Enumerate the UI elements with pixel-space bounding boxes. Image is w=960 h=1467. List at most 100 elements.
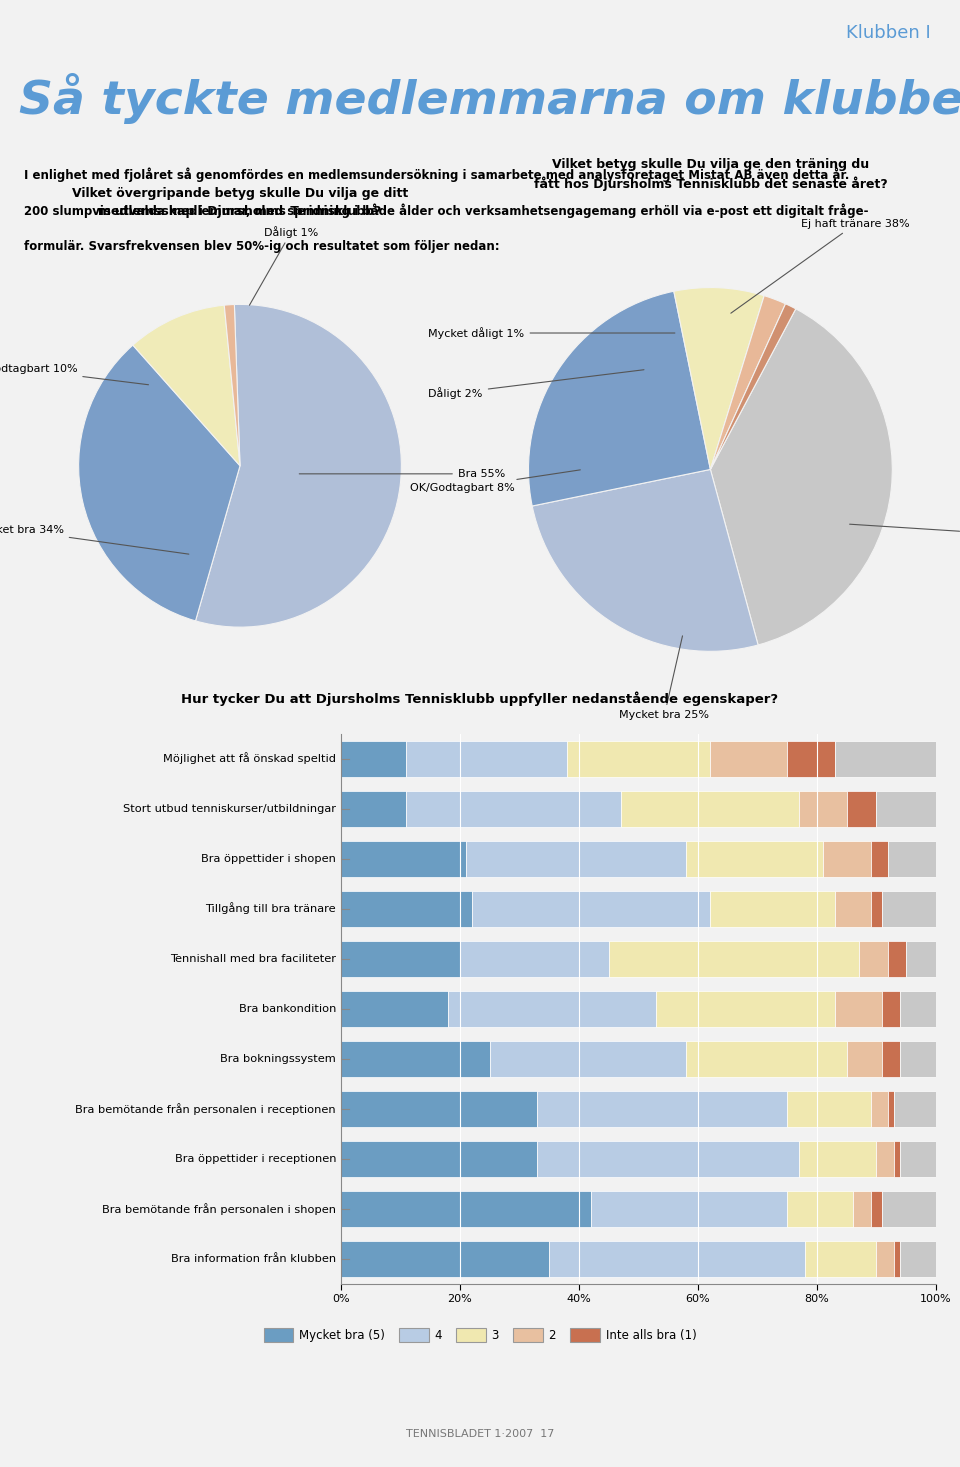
Bar [835,741,936,776]
Bar [406,741,567,776]
Bar [466,841,686,876]
Text: Dåligt 2%: Dåligt 2% [428,370,644,399]
Bar [876,791,936,826]
Bar [871,1090,888,1127]
Text: Bra 26%: Bra 26% [850,524,960,538]
Bar [341,841,466,876]
Bar [847,791,876,826]
Text: Klubben I: Klubben I [847,23,931,43]
Title: Vilket betyg skulle Du vilja ge den träning du
fått hos Djursholms Tennisklubb d: Vilket betyg skulle Du vilja ge den trän… [534,158,887,191]
Text: OK/Godtagbart 10%: OK/Godtagbart 10% [0,364,149,384]
Wedge shape [710,304,796,469]
Bar [590,1191,787,1226]
Text: Bra bokningssystem: Bra bokningssystem [220,1053,336,1064]
Bar [341,1040,490,1077]
Bar [895,1141,900,1177]
Bar [471,890,709,927]
Bar [876,1241,895,1276]
Bar [538,1141,799,1177]
Text: Möjlighet att få önskad speltid: Möjlighet att få önskad speltid [163,753,336,764]
Bar [609,940,858,977]
Bar [709,741,787,776]
Bar [341,940,460,977]
Bar [900,1241,936,1276]
Bar [906,940,936,977]
Text: Mycket dåligt 1%: Mycket dåligt 1% [428,327,675,339]
Bar [799,791,847,826]
Wedge shape [225,305,240,465]
Bar [895,1241,900,1276]
Text: Så tyckte medlemmarna om klubben: Så tyckte medlemmarna om klubben [19,73,960,125]
Text: I enlighet med fjolåret så genomfördes en medlemsundersökning i samarbete med an: I enlighet med fjolåret så genomfördes e… [24,167,850,182]
Bar [847,1040,882,1077]
Bar [341,990,448,1027]
Bar [823,841,871,876]
Text: OK/Godtagbart 8%: OK/Godtagbart 8% [410,469,581,493]
Bar [858,940,888,977]
Bar [341,741,406,776]
Bar [657,990,835,1027]
Wedge shape [710,296,785,469]
Text: Bra öppettider i receptionen: Bra öppettider i receptionen [175,1153,336,1163]
Wedge shape [529,292,710,506]
Wedge shape [196,305,401,626]
Text: Hur tycker Du att Djursholms Tennisklubb uppfyller nedanstående egenskaper?: Hur tycker Du att Djursholms Tennisklubb… [181,691,779,706]
Bar [799,1141,876,1177]
Text: 200 slumpvis utvalda medlemmar, med spridning i både ålder och verksamhetsengage: 200 slumpvis utvalda medlemmar, med spri… [24,204,869,219]
Bar [871,1191,882,1226]
Bar [882,990,900,1027]
Bar [882,1191,936,1226]
Bar [895,1090,936,1127]
Wedge shape [674,288,764,469]
Bar [835,890,871,927]
Text: Ej haft tränare 38%: Ej haft tränare 38% [731,219,910,312]
Text: Bra information från klubben: Bra information från klubben [171,1254,336,1263]
Bar [460,940,609,977]
Bar [406,791,620,826]
Bar [787,1090,871,1127]
Bar [787,741,835,776]
Bar [888,841,936,876]
Text: Tennishall med bra faciliteter: Tennishall med bra faciliteter [170,954,336,964]
Text: Mycket bra 34%: Mycket bra 34% [0,525,189,555]
Title: Vilket övergripande betyg skulle Du vilja ge ditt
medlemsskap i Djursholms Tenni: Vilket övergripande betyg skulle Du vilj… [72,188,408,219]
Bar [882,1040,900,1077]
Bar [900,1040,936,1077]
Text: Bra 55%: Bra 55% [300,469,505,478]
Legend: Mycket bra (5), 4, 3, 2, Inte alls bra (1): Mycket bra (5), 4, 3, 2, Inte alls bra (… [259,1323,701,1347]
Wedge shape [132,305,240,465]
Bar [882,890,936,927]
Text: formulär. Svarsfrekvensen blev 50%-ig och resultatet som följer nedan:: formulär. Svarsfrekvensen blev 50%-ig oc… [24,241,499,252]
Text: Tillgång till bra tränare: Tillgång till bra tränare [205,902,336,914]
Bar [888,1090,895,1127]
Bar [900,990,936,1027]
Wedge shape [532,469,758,651]
Bar [876,1141,895,1177]
Bar [567,741,709,776]
Bar [835,990,882,1027]
Text: Dåligt 1%: Dåligt 1% [250,226,319,305]
Bar [341,1191,590,1226]
Bar [852,1191,871,1226]
Bar [490,1040,686,1077]
Bar [620,791,799,826]
Bar [871,841,888,876]
Bar [341,1241,549,1276]
Bar [900,1141,936,1177]
Wedge shape [79,345,240,621]
Bar [787,1191,852,1226]
Text: Bra bemötande från personalen i shopen: Bra bemötande från personalen i shopen [102,1203,336,1215]
Text: Bra bankondition: Bra bankondition [239,1003,336,1014]
Bar [448,990,657,1027]
Bar [341,791,406,826]
Text: Bra bemötande från personalen i receptionen: Bra bemötande från personalen i receptio… [76,1103,336,1115]
Bar [341,1090,538,1127]
Text: Bra öppettider i shopen: Bra öppettider i shopen [202,854,336,864]
Bar [888,940,906,977]
Bar [686,841,823,876]
Bar [341,890,471,927]
Bar [549,1241,805,1276]
Bar [871,890,882,927]
Text: Stort utbud tenniskurser/utbildningar: Stort utbud tenniskurser/utbildningar [123,804,336,814]
Bar [686,1040,847,1077]
